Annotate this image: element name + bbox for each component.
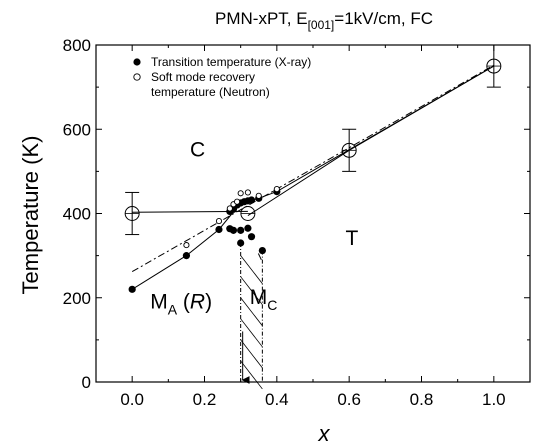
y-tick-label: 600 — [63, 120, 91, 139]
neutron-point — [237, 190, 244, 197]
x-tick-label: 0.8 — [410, 390, 434, 409]
x-ray-point — [237, 226, 245, 234]
x-tick-label: 0.6 — [337, 390, 361, 409]
hatch-line — [240, 297, 263, 326]
hatched-region — [240, 242, 263, 390]
hatch-line — [240, 276, 263, 305]
region-label-c: C — [190, 139, 205, 162]
neutron-point — [273, 186, 280, 193]
hatch-line — [240, 339, 263, 369]
phase-region-labels: C T MA (R) MC — [150, 139, 358, 318]
x-ray-point — [244, 224, 252, 232]
legend-entry: Soft mode recovery — [151, 70, 255, 84]
hatch-line — [240, 360, 263, 390]
x-axis-title: x — [318, 421, 331, 446]
neutron-point — [255, 192, 262, 199]
neutron-point — [233, 198, 241, 205]
arrow-up — [257, 253, 262, 261]
y-tick-label: 800 — [63, 36, 91, 55]
hatch-line — [240, 255, 263, 284]
legend: Transition temperature (X-ray)Soft mode … — [133, 55, 311, 99]
chart-title: PMN-xPT, E[001]=1kV/cm, FC — [215, 9, 433, 32]
neutron-point — [215, 218, 223, 225]
y-tick-label: 0 — [82, 373, 91, 392]
region-label-m-a: MA (R) — [150, 290, 212, 317]
fit-line-solid — [247, 65, 495, 217]
region-label-t: T — [346, 227, 359, 250]
x-ray-point — [229, 226, 238, 234]
y-axis-title: Temperature (K) — [18, 136, 43, 295]
y-tick-label: 400 — [63, 205, 91, 224]
x-tick-label: 0.2 — [193, 390, 217, 409]
legend-marker-filled — [133, 58, 141, 66]
neutron-point — [244, 189, 251, 196]
neutron-point — [183, 242, 190, 249]
x-ray-point — [258, 246, 266, 255]
x-tick-label: 1.0 — [482, 390, 506, 409]
x-ray-point — [215, 225, 223, 234]
legend-entry: Transition temperature (X-ray) — [151, 55, 311, 69]
axes: 0.0 0.2 0.4 0.6 0.8 1.0 0 200 400 600 800 — [63, 36, 531, 409]
x-ray-point — [247, 196, 256, 204]
x-ray-point — [237, 239, 245, 247]
x-ray-point — [182, 252, 191, 260]
x-ray-point — [128, 285, 136, 293]
hatch-line — [240, 318, 263, 348]
data-points — [124, 44, 502, 293]
y-tick-label: 200 — [63, 289, 91, 308]
fit-line-dash-dot — [131, 64, 495, 273]
x-tick-label: 0.0 — [120, 390, 144, 409]
legend-marker-open — [133, 73, 141, 81]
x-ray-point — [247, 233, 256, 241]
legend-entry: temperature (Neutron) — [151, 85, 270, 99]
neutron-point — [226, 205, 233, 212]
region-label-m-c: MC — [250, 286, 278, 313]
x-tick-label: 0.4 — [265, 390, 289, 409]
